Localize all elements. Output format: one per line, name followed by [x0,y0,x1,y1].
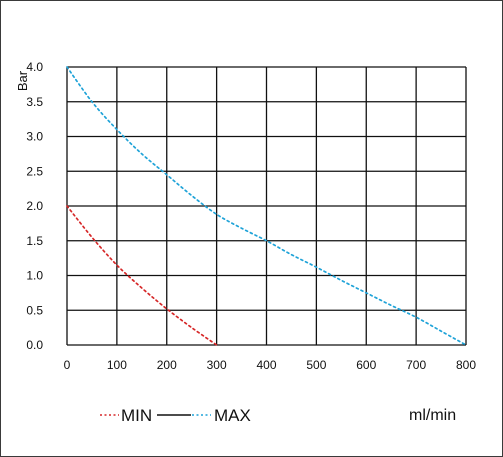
x-tick-label: 200 [157,358,177,372]
grid [66,66,467,346]
y-tick-label: 1.0 [26,269,43,283]
legend: MIN MAX [100,406,251,425]
y-axis-label: Bar [15,70,30,91]
series-line-max [66,66,467,346]
legend-max-label: MAX [214,406,251,425]
x-tick-label: 300 [207,358,227,372]
series-line-min [66,205,218,346]
y-tick-label: 4.0 [26,60,43,74]
x-tick-label: 0 [64,358,71,372]
x-tick-label: 700 [406,358,426,372]
x-tick-label: 100 [107,358,127,372]
series-layer [66,66,467,346]
y-tick-label: 3.5 [26,95,43,109]
y-axis-ticks: 0.0 0.5 1.0 1.5 2.0 2.5 3.0 3.5 4.0 [26,60,43,352]
y-tick-label: 2.0 [26,199,43,213]
y-tick-label: 1.5 [26,234,43,248]
x-tick-label: 600 [356,358,376,372]
y-tick-label: 3.0 [26,130,43,144]
x-axis-ticks: 0 100 200 300 400 500 600 700 800 [64,358,477,372]
x-axis-label: ml/min [409,407,456,424]
y-tick-label: 0.5 [26,303,43,317]
legend-min-label: MIN [121,406,152,425]
x-tick-label: 400 [256,358,276,372]
x-tick-label: 500 [306,358,326,372]
x-tick-label: 800 [456,358,476,372]
y-tick-label: 2.5 [26,164,43,178]
y-tick-label: 0.0 [26,338,43,352]
